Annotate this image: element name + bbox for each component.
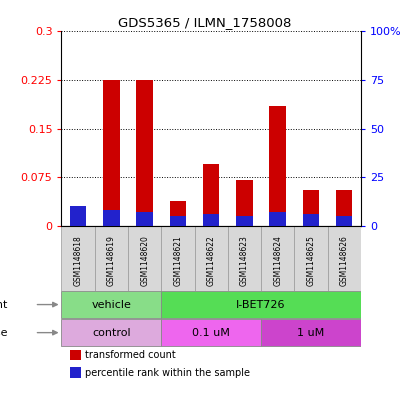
FancyBboxPatch shape: [161, 291, 360, 318]
Bar: [236, 216, 252, 226]
Bar: [202, 214, 219, 226]
Text: control: control: [92, 328, 130, 338]
Bar: [70, 367, 81, 378]
Bar: [169, 201, 186, 226]
Bar: [70, 350, 81, 360]
Bar: [335, 190, 352, 226]
Text: agent: agent: [0, 299, 8, 310]
Bar: [103, 80, 119, 226]
Text: GSM1148619: GSM1148619: [107, 235, 116, 286]
FancyBboxPatch shape: [94, 226, 128, 290]
Text: percentile rank within the sample: percentile rank within the sample: [85, 367, 250, 378]
Bar: [70, 206, 86, 226]
Text: I-BET726: I-BET726: [236, 299, 285, 310]
FancyBboxPatch shape: [161, 226, 194, 290]
Bar: [202, 164, 219, 226]
Text: GSM1148623: GSM1148623: [239, 235, 248, 286]
Text: dose: dose: [0, 328, 8, 338]
Text: GSM1148625: GSM1148625: [306, 235, 315, 286]
Text: vehicle: vehicle: [91, 299, 131, 310]
Bar: [269, 212, 285, 226]
Bar: [269, 106, 285, 226]
Bar: [302, 190, 319, 226]
FancyBboxPatch shape: [61, 226, 94, 290]
Text: 1 uM: 1 uM: [297, 328, 324, 338]
FancyBboxPatch shape: [294, 226, 327, 290]
Bar: [169, 216, 186, 226]
Text: transformed count: transformed count: [85, 350, 176, 360]
FancyBboxPatch shape: [261, 319, 360, 346]
Text: GDS5365 / ILMN_1758008: GDS5365 / ILMN_1758008: [118, 16, 291, 29]
Text: GSM1148621: GSM1148621: [173, 235, 182, 286]
Text: GSM1148626: GSM1148626: [339, 235, 348, 286]
FancyBboxPatch shape: [61, 319, 161, 346]
Bar: [136, 212, 153, 226]
Bar: [335, 216, 352, 226]
Text: GSM1148618: GSM1148618: [74, 235, 83, 286]
Bar: [136, 80, 153, 226]
Text: GSM1148622: GSM1148622: [206, 235, 215, 286]
Bar: [302, 214, 319, 226]
Text: GSM1148620: GSM1148620: [140, 235, 149, 286]
FancyBboxPatch shape: [61, 291, 161, 318]
FancyBboxPatch shape: [161, 319, 261, 346]
FancyBboxPatch shape: [128, 226, 161, 290]
Bar: [236, 180, 252, 226]
Bar: [70, 206, 86, 226]
FancyBboxPatch shape: [327, 226, 360, 290]
Bar: [103, 210, 119, 226]
Text: GSM1148624: GSM1148624: [272, 235, 281, 286]
FancyBboxPatch shape: [227, 226, 261, 290]
Text: 0.1 uM: 0.1 uM: [192, 328, 229, 338]
FancyBboxPatch shape: [261, 226, 294, 290]
FancyBboxPatch shape: [194, 226, 227, 290]
